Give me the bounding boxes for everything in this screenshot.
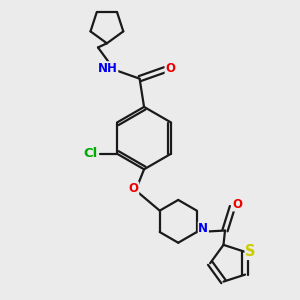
Text: Cl: Cl xyxy=(83,147,98,160)
Text: N: N xyxy=(198,222,208,235)
Text: O: O xyxy=(129,182,139,195)
Text: O: O xyxy=(233,198,243,211)
Text: NH: NH xyxy=(98,62,118,75)
Text: O: O xyxy=(165,62,175,75)
Text: S: S xyxy=(245,244,256,260)
